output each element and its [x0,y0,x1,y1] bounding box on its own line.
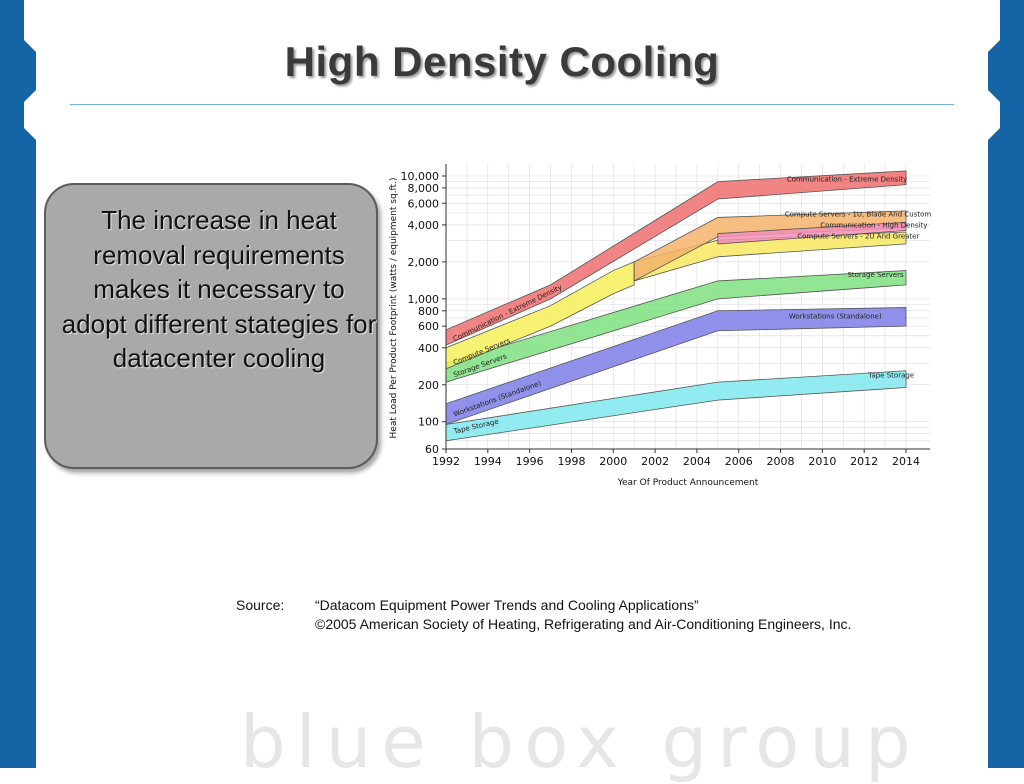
x-tick-label: 2014 [892,455,920,468]
right-decorative-bar [988,0,1024,768]
x-tick-label: 2012 [850,455,878,468]
y-tick-label: 10,000 [401,170,440,183]
x-tick-label: 2002 [641,455,669,468]
x-tick-label: 1998 [557,455,585,468]
source-label: Source: [236,597,285,613]
x-tick-label: 1992 [432,455,460,468]
y-tick-label: 100 [418,416,439,429]
slide-title: High Density Cooling [284,38,720,85]
x-tick-label: 2010 [808,455,836,468]
y-axis-title: Heat Load Per Product Footprint (watts /… [389,178,399,439]
x-tick-label: 2000 [599,455,627,468]
x-tick-label: 1994 [474,455,502,468]
band-label-storage-servers: Storage Servers [847,271,904,279]
y-tick-label: 200 [418,379,439,392]
y-tick-label: 2,000 [408,256,440,269]
band-label-tape-storage: Tape Storage [867,371,914,379]
band-compute-servers [445,261,635,370]
x-axis-title: Year Of Product Announcement [617,478,759,488]
band-label-communication-high-density: Communication - High Density [820,222,927,230]
band-label-compute-servers-2u-and-greater: Compute Servers - 2U And Greater [797,232,919,240]
callout-box [44,183,378,469]
source-citation-copyright: ©2005 American Society of Heating, Refri… [315,616,852,632]
brand-watermark: blue box group [240,700,921,784]
y-tick-label: 800 [418,305,439,318]
callout-text: The increase in heat removal requirement… [61,205,377,373]
y-tick-label: 60 [425,443,439,456]
band-label-workstations-standalone: Workstations (Standalone) [789,313,882,321]
x-tick-label: 2006 [725,455,753,468]
source-citation-title: “Datacom Equipment Power Trends and Cool… [315,597,699,613]
band-label-compute-servers-1u-blade-and-custom: Compute Servers - 1U, Blade And Custom [785,210,932,218]
x-tick-label: 2008 [767,455,795,468]
y-tick-label: 6,000 [408,197,440,210]
y-tick-label: 8,000 [408,182,440,195]
y-tick-label: 1,000 [408,293,440,306]
band-label-communication-extreme-density: Communication - Extreme Density [787,176,907,184]
band-communication-extreme-density [445,170,907,346]
chart-bands [445,170,907,442]
x-tick-label: 1996 [516,455,544,468]
title-divider [70,104,954,105]
band-communication-high-density [717,221,907,245]
y-tick-label: 4,000 [408,219,440,232]
y-tick-label: 600 [418,320,439,333]
x-tick-label: 2004 [683,455,711,468]
left-decorative-bar [0,0,36,768]
y-tick-label: 400 [418,342,439,355]
